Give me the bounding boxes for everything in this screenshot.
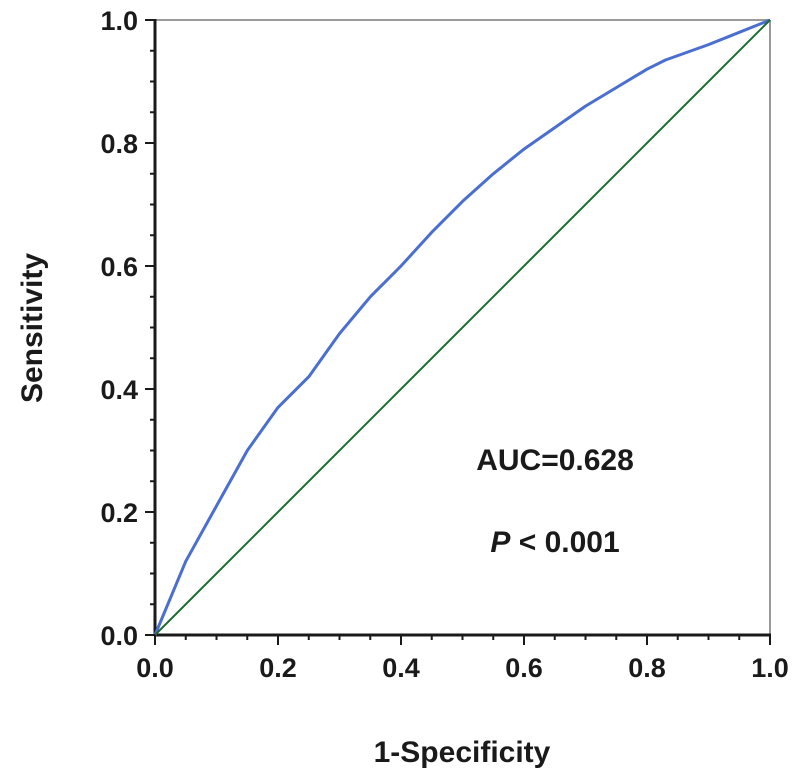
x-axis-title: 1-Specificity [374,736,551,769]
x-tick-label: 1.0 [751,653,789,683]
x-tick-label: 0.4 [382,653,420,683]
x-tick-label: 0.6 [505,653,543,683]
y-tick-label: 0.0 [100,621,138,651]
ticks-layer [145,19,771,645]
x-tick-label: 0.0 [136,653,174,683]
y-axis-title: Sensitivity [16,253,49,403]
series-layer [153,18,771,636]
p-value-symbol: P [490,526,511,559]
y-tick-label: 0.2 [100,498,138,528]
reference-diagonal [154,19,771,636]
auc-annotation: AUC=0.628 [476,444,634,477]
p-value-text: < 0.001 [510,526,619,559]
roc-curve [153,18,771,636]
x-tick-label: 0.2 [259,653,297,683]
y-tick-label: 1.0 [100,6,138,36]
x-tick-label: 0.8 [628,653,666,683]
y-tick-label: 0.6 [100,252,138,282]
y-tick-label: 0.8 [100,129,138,159]
tick-labels: 0.0 0.2 0.4 0.6 0.8 1.0 0.0 0.2 0.4 0.6 0.8 1.0 [100,6,788,683]
p-value-annotation: P < 0.001 [490,526,619,559]
y-tick-label: 0.4 [100,375,138,405]
